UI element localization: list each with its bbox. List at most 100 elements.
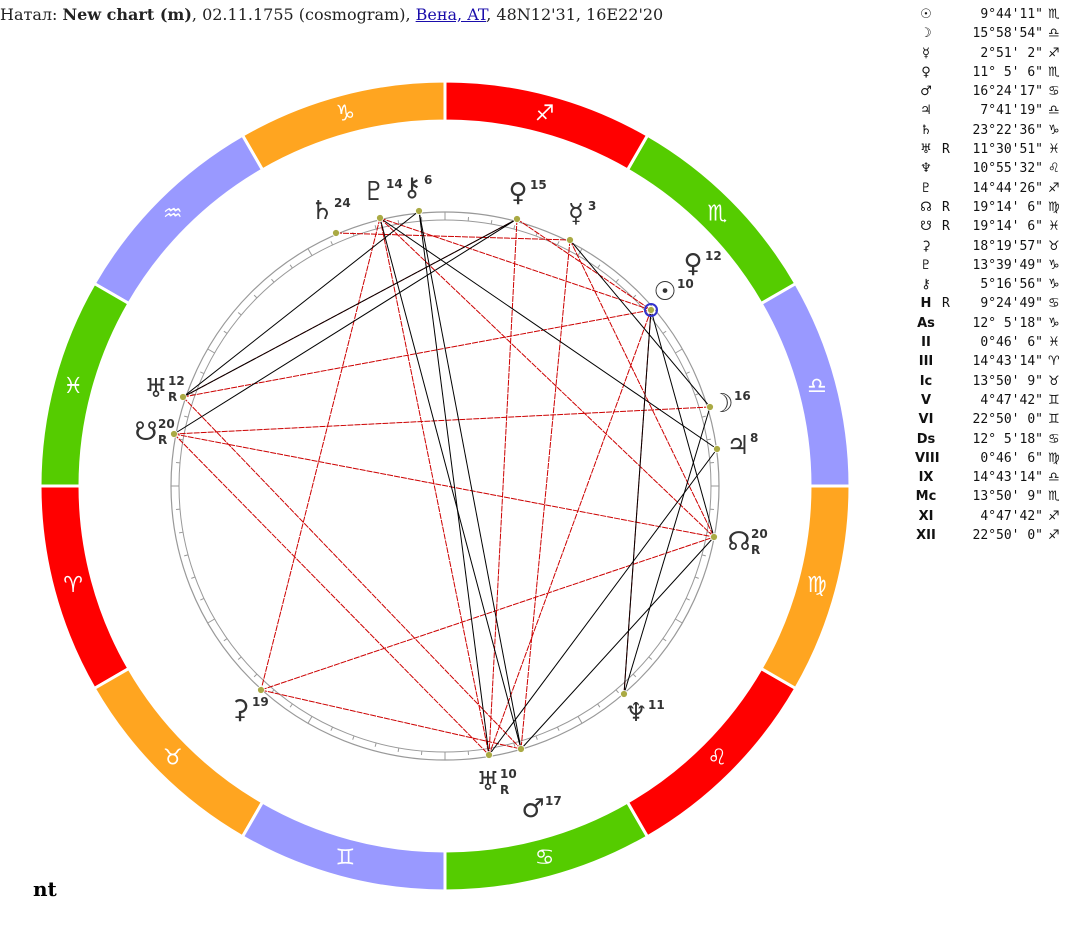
details: , 02.11.1755 (cosmogram), (191, 5, 416, 24)
position: 13°50' 9" (972, 489, 1043, 505)
tick (253, 294, 258, 299)
sign: ♎ (1048, 470, 1060, 486)
planet-dot (566, 236, 574, 244)
footer: nt (33, 877, 57, 901)
sign: ♐ (1048, 508, 1060, 524)
planet-retro: R (168, 390, 177, 404)
position: 7°41'19" (980, 103, 1043, 119)
zodiac-glyph: ♐ (535, 102, 555, 127)
symbol: VI (918, 412, 934, 428)
symbol: XII (916, 528, 936, 544)
aspect-line (260, 689, 522, 750)
planet-dot (332, 229, 340, 237)
symbol: ☿ (922, 45, 930, 61)
planet-glyph: ☋ (134, 417, 157, 447)
aspect-line (418, 210, 490, 756)
sign: ♐ (1048, 45, 1060, 61)
sign: ♋ (1048, 296, 1060, 312)
symbol: Ds (916, 431, 936, 447)
sign: ♏ (1048, 489, 1060, 505)
planet-retro: R (500, 783, 509, 797)
position-row: As 12° 5'18" ♑ (915, 316, 1065, 335)
symbol: IX (918, 470, 934, 486)
position: 2°51' 2" (980, 45, 1043, 61)
tick (330, 726, 334, 731)
planet-degree: 11 (648, 698, 665, 712)
planet-dot (513, 215, 521, 223)
aspect-line (488, 218, 518, 756)
symbol: ♃ (920, 103, 932, 119)
symbol: ♇ (920, 180, 932, 196)
tick (701, 415, 706, 418)
zodiac-glyph: ♎ (807, 374, 827, 399)
position-row: ⚳ 18°19'57" ♉ (915, 239, 1065, 258)
position-row: XII 22°50' 0" ♐ (915, 528, 1065, 547)
symbol: ☊ (920, 199, 932, 215)
tick (597, 264, 601, 269)
position-row: ☊ R 19°14' 6" ♍ (915, 200, 1065, 219)
symbol: II (921, 335, 931, 351)
retro: R (942, 219, 950, 235)
symbol: XI (918, 508, 934, 524)
symbol: V (920, 392, 932, 408)
sign: ♓ (1048, 219, 1060, 235)
aspect-line (173, 433, 490, 756)
position-row: Ic 13°50' 9" ♉ (915, 374, 1065, 393)
planet-degree: 3 (588, 199, 596, 213)
tick (397, 220, 400, 225)
header: Натал: New chart (m), 02.11.1755 (cosmog… (0, 5, 663, 24)
position-row: ♂ 16°24'17" ♋ (915, 84, 1065, 103)
tick (207, 618, 215, 624)
position: 13°39'49" (972, 257, 1043, 273)
aspect-line (182, 210, 420, 398)
tick (184, 415, 189, 418)
zodiac-glyph: ♈ (63, 573, 83, 598)
zodiac-glyph: ♌ (707, 746, 727, 771)
aspect-line (379, 217, 522, 750)
aspect-line (520, 536, 715, 750)
position-row: XI 4°47'42" ♐ (915, 509, 1065, 528)
tick (662, 638, 667, 642)
position: 0°46' 6" (980, 335, 1043, 351)
sign: ♎ (1048, 103, 1060, 119)
tick (662, 330, 667, 334)
planet-glyph: ☉ (653, 277, 676, 307)
planet-glyph: ☊ (727, 527, 750, 557)
planet-degree: 20 (751, 527, 768, 541)
planet-dot (620, 690, 628, 698)
tick (330, 241, 334, 246)
position: 12° 5'18" (972, 315, 1043, 331)
planet-glyph: ♂ (521, 794, 544, 824)
tick (701, 554, 706, 557)
planet-dot (257, 686, 265, 694)
zodiac-glyph: ♏ (707, 201, 727, 226)
symbol: ☽ (920, 26, 932, 42)
sign: ♉ (1048, 373, 1060, 389)
sign: ♋ (1048, 431, 1060, 447)
position-row: H R 9°24'49" ♋ (915, 296, 1065, 315)
position-row: ♀ 11° 5' 6" ♏ (915, 65, 1065, 84)
aspect-line (520, 239, 571, 750)
planet-degree: 12 (168, 374, 185, 388)
symbol: H (920, 296, 932, 312)
tick (207, 348, 215, 354)
position: 19°14' 6" (972, 199, 1043, 215)
tick (615, 278, 619, 283)
zodiac-glyph: ♊ (335, 845, 355, 870)
tick (223, 330, 228, 334)
sign: ♐ (1048, 180, 1060, 196)
symbol: ♂ (920, 84, 932, 100)
symbol: ☋ (920, 219, 932, 235)
symbol: ♇ (920, 257, 932, 273)
place-link[interactable]: Вена, AT (415, 5, 487, 24)
planet-glyph: ♄ (310, 196, 333, 226)
position: 4°47'42" (980, 392, 1043, 408)
position-row: ⚷ 5°16'56" ♑ (915, 277, 1065, 296)
wheel: ♈♉♊ ♋♌♍♎♏♐♑♒♓♄ 24 ♇ 14 ⚷ 6 ♀ 15☿ 3♀ 12☉ 10☽ 16♃ 8☊ 20R… (38, 79, 852, 893)
tick (632, 294, 637, 299)
tick (184, 554, 189, 557)
position: 16°24'17" (972, 84, 1043, 100)
tick (237, 312, 242, 316)
planet-degree: 8 (750, 431, 758, 445)
aspect-line (182, 396, 522, 750)
